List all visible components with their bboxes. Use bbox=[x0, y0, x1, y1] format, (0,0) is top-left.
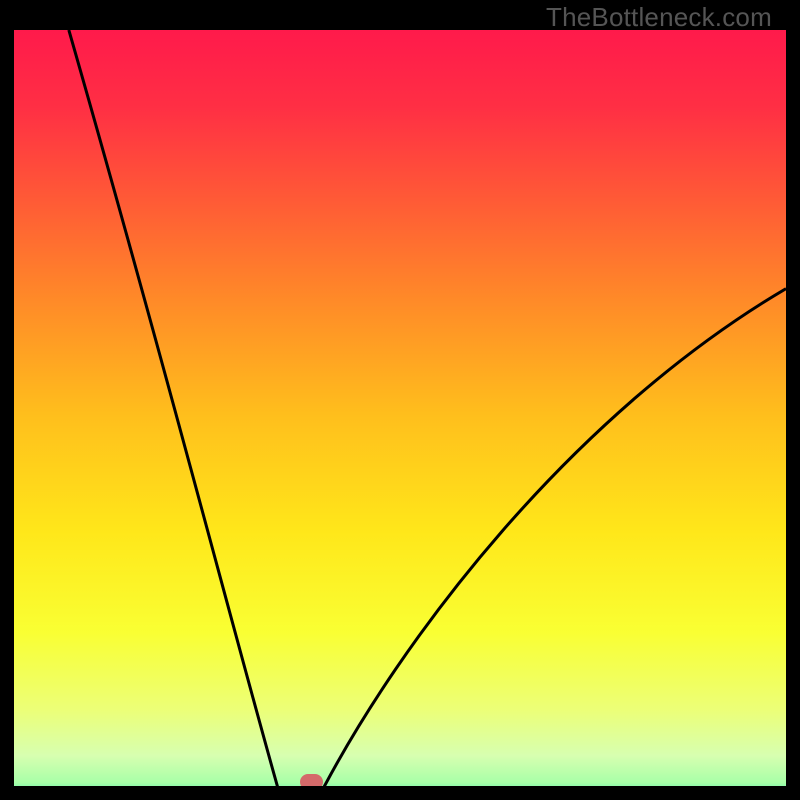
bottleneck-curve bbox=[14, 30, 786, 786]
chart-container: TheBottleneck.com bbox=[0, 0, 800, 800]
optimal-point-marker bbox=[300, 774, 323, 786]
plot-area bbox=[14, 30, 786, 786]
watermark-text: TheBottleneck.com bbox=[546, 2, 772, 33]
plot-frame bbox=[14, 30, 786, 786]
